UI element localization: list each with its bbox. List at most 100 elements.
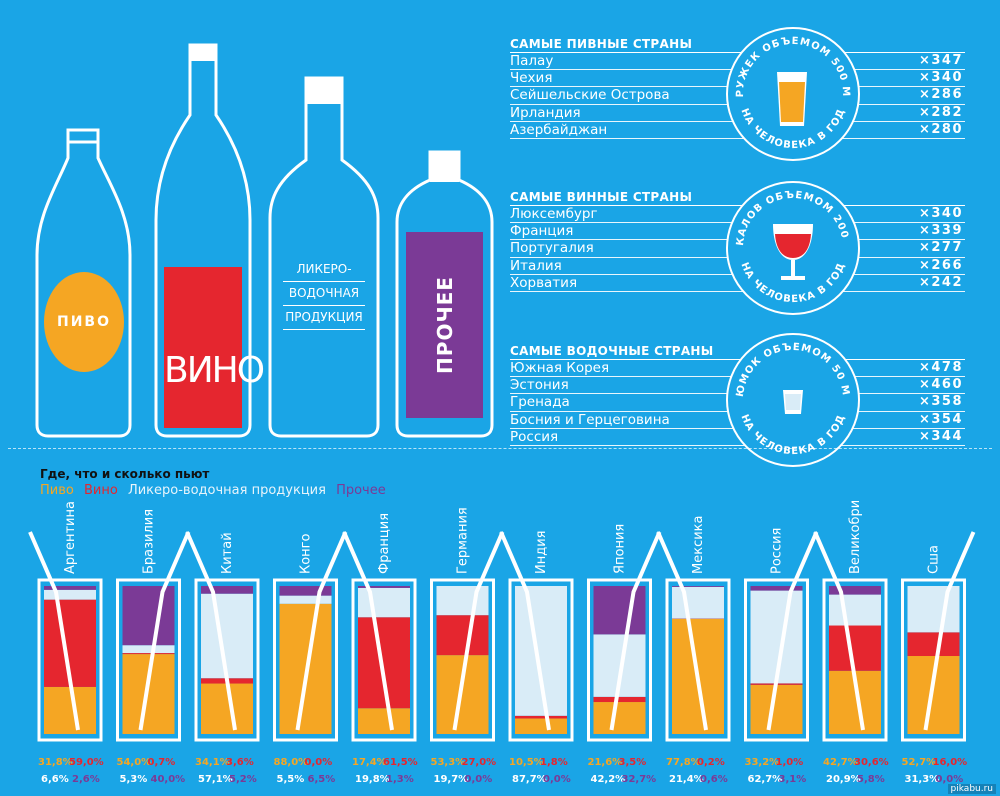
bar-segment-liquor: [829, 594, 881, 626]
ranking-row: Хорватия ×242: [510, 275, 965, 292]
ranking-country: Палау: [510, 53, 554, 69]
straw: [499, 531, 551, 731]
liquor-label-line: ЛИКЕРО-: [283, 258, 365, 282]
data-label: 1,0%: [776, 757, 804, 768]
bar-segment-beer: [436, 655, 489, 734]
glass-outline: [273, 578, 338, 742]
ranking-country: Ирландия: [510, 104, 581, 121]
ranking-value: ×266: [918, 257, 963, 273]
liquor-bottle-icon: [268, 76, 380, 438]
ranking-title: САМЫЕ ВИННЫЕ СТРАНЫ: [510, 189, 965, 206]
ranking-title: САМЫЕ ПИВНЫЕ СТРАНЫ: [510, 36, 965, 53]
ranking-value: ×340: [918, 70, 963, 86]
data-label: 30,6%: [854, 757, 889, 768]
ranking-value: ×277: [918, 240, 963, 256]
data-label: 21,4%: [669, 774, 704, 785]
country-label: Франция: [377, 513, 392, 574]
straw: [342, 531, 394, 731]
wine-glass-icon: [773, 224, 813, 280]
straw: [138, 531, 191, 731]
wine-bottle-icon: [154, 43, 252, 438]
glass-outline: [430, 578, 495, 742]
country-label: Германия: [456, 507, 471, 574]
bar-segment-wine: [829, 625, 881, 671]
legend-liquor: Ликеро-водочная продукция: [127, 483, 326, 498]
data-label: 34,1%: [195, 757, 230, 768]
data-label: 52,7%: [902, 757, 937, 768]
bar-segment-wine: [907, 632, 960, 657]
ranking-value: ×282: [918, 104, 963, 120]
data-label: 0,6%: [700, 774, 728, 785]
data-label: 31,3%: [905, 774, 940, 785]
country-label: Аргентина: [63, 501, 78, 574]
data-label: 0,0%: [305, 757, 333, 768]
data-label: 0,0%: [936, 774, 964, 785]
legend-wine: Вино: [83, 483, 118, 498]
data-label: 59,0%: [69, 757, 104, 768]
ranking-country: Босния и Герцеговина: [510, 411, 670, 428]
straw: [28, 531, 80, 731]
straw: [813, 531, 865, 731]
data-label: 32,7%: [622, 774, 657, 785]
glass-outline: [194, 578, 260, 742]
data-label: 5,5%: [277, 774, 305, 785]
bottles-illustration: [35, 43, 494, 438]
data-label: 3,1%: [779, 774, 807, 785]
data-label: 0,0%: [465, 774, 493, 785]
wine-badge: БОКАЛОВ ОБЪЕМОМ 200 МЛ НА ЧЕЛОВЕКА В ГОД: [725, 180, 860, 315]
bar-segment-other: [750, 586, 803, 591]
bar-segment-liquor: [279, 595, 332, 604]
data-label: 19,7%: [434, 774, 469, 785]
data-label: 17,4%: [352, 757, 387, 768]
data-label: 87,7%: [512, 774, 547, 785]
beer-bottle-icon: [35, 128, 132, 438]
data-label: 77,8%: [666, 757, 701, 768]
data-label: 0,7%: [148, 757, 176, 768]
bar-segment-wine: [436, 615, 489, 656]
bar-segment-other: [829, 586, 881, 595]
ranking-value: ×242: [918, 274, 963, 290]
vodka-badge: РЮМОК ОБЪЕМОМ 50 МЛ НА ЧЕЛОВЕКА В ГОД: [725, 332, 860, 467]
ranking-value: ×344: [918, 428, 963, 444]
data-label: 53,3%: [431, 757, 466, 768]
beer-badge: КРУЖЕК ОБЪЕМОМ 500 МЛ НА ЧЕЛОВЕКА В ГОД: [725, 26, 860, 161]
bar-segment-other: [122, 586, 175, 646]
ranking-value: ×358: [918, 394, 963, 410]
data-label: 54,0%: [117, 757, 152, 768]
ranking-value: ×478: [918, 360, 963, 375]
shot-glass-icon: [783, 390, 803, 414]
beer-label-shape: [44, 272, 124, 372]
data-label: 62,7%: [748, 774, 783, 785]
glass-outline: [351, 578, 417, 742]
ranking-row: Палау ×347: [510, 53, 965, 71]
chart-title: Где, что и сколько пьют: [40, 467, 210, 481]
data-label: 6,5%: [308, 774, 336, 785]
liquor-bottle-label: ЛИКЕРО- ВОДОЧНАЯ ПРОДУКЦИЯ: [283, 258, 365, 330]
bar-segment-beer: [750, 684, 803, 734]
legend-beer: Пиво: [40, 483, 74, 498]
bar-segment-other: [201, 586, 253, 594]
bar-segment-other: [672, 586, 724, 587]
country-label: Конго: [299, 533, 314, 574]
ranking-title: САМЫЕ ВОДОЧНЫЕ СТРАНЫ: [510, 343, 965, 360]
data-label: 1,3%: [386, 774, 414, 785]
glass-outline: [901, 578, 966, 742]
glass-outline: [744, 578, 809, 742]
ranking-row: Азербайджан ×280: [510, 122, 965, 139]
data-label: 88,0%: [274, 757, 309, 768]
data-label: 3,6%: [226, 757, 254, 768]
bar-segment-wine: [358, 617, 410, 709]
bar-segment-liquor: [515, 586, 567, 716]
data-label: 6,6%: [41, 774, 69, 785]
ranking-value: ×460: [918, 377, 963, 393]
bar-segment-other: [44, 586, 96, 590]
bar-segment-beer: [515, 718, 567, 734]
country-label: Бразилия: [142, 509, 157, 574]
bar-segment-liquor: [122, 645, 175, 654]
ranking-value: ×286: [918, 87, 963, 103]
glass-outline: [508, 578, 574, 742]
ranking-country: Франция: [510, 223, 574, 240]
data-label: 21,6%: [588, 757, 623, 768]
ranking-value: ×340: [918, 206, 963, 221]
glass-outline: [37, 578, 103, 742]
